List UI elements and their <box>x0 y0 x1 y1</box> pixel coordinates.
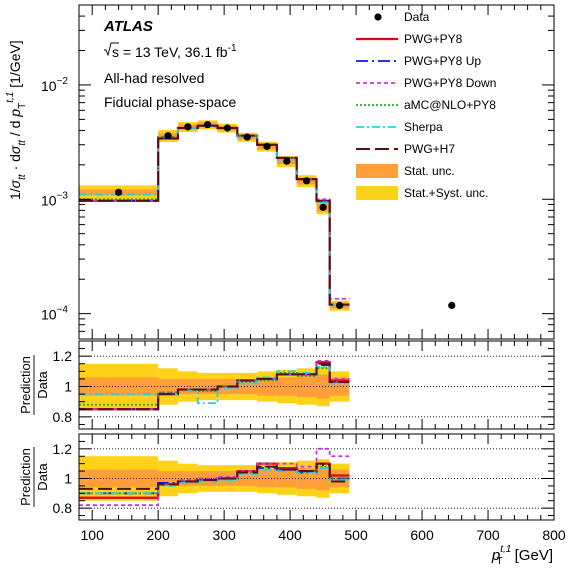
ratio1-uncertainty-bands <box>79 363 350 410</box>
ratio2-reference-lines <box>79 448 554 509</box>
energy-text: = 13 TeV, 36.1 fb <box>119 44 228 60</box>
data-point <box>335 301 344 310</box>
y-tick-label: 1 <box>64 470 72 486</box>
ratio1-line-pwg-h7 <box>79 362 350 411</box>
y-tick-base: 10 <box>41 78 57 94</box>
ratio2-y-ticks: 0.8 1 1.2 <box>53 441 554 516</box>
y-tick-label: 0.8 <box>53 500 73 516</box>
y-tick-label: 10−3 <box>41 190 68 208</box>
legend-label: Sherpa <box>404 120 443 134</box>
legend-label: PWG+H7 <box>404 142 455 156</box>
ratio2-line-pwg-h7 <box>79 462 350 490</box>
data-point <box>204 120 212 129</box>
y-tick-exponent: −4 <box>57 305 69 316</box>
x-tick-label: 200 <box>146 527 170 543</box>
ratio1-y-axis-label: Prediction Data <box>18 355 50 415</box>
ratio2-band-stat-unc <box>257 469 277 488</box>
x-tick-label: 300 <box>212 527 236 543</box>
legend-label: PWG+PY8 Down <box>404 76 496 90</box>
energy-prefix: s <box>112 44 119 60</box>
legend-label: PWG+PY8 Up <box>404 54 481 68</box>
legend-label: PWG+PY8 <box>404 32 463 46</box>
ratio1-reference-lines <box>79 355 554 418</box>
legend-label: Data <box>404 10 430 24</box>
x-tick-label: 500 <box>344 527 368 543</box>
ratio2-x-ticks <box>78 434 555 520</box>
data-point <box>283 157 291 165</box>
energy-lumi-label: s = 13 TeV, 36.1 fb-1 <box>104 42 237 60</box>
y-tick-base: 10 <box>41 307 57 323</box>
ratio-panel-1: 0.8 1 1.2 Prediction Data <box>18 340 555 430</box>
legend-label: Stat. unc. <box>404 164 455 178</box>
ratio2-band-stat-unc <box>316 466 330 491</box>
legend-label: Stat.+Syst. unc. <box>404 186 488 200</box>
y-tick-label: 1.2 <box>53 348 73 364</box>
ratio1-band-stat-unc <box>158 378 178 395</box>
ratio1-x-ticks <box>78 341 555 429</box>
main-panel: 10−410−310−2 ATLAS s = 13 TeV, 36.1 fb-1… <box>5 4 555 340</box>
data-point <box>243 133 251 141</box>
x-tick-label: 700 <box>476 527 500 543</box>
main-y-ticks: 10−410−310−2 <box>41 4 554 340</box>
y-tick-base: 10 <box>41 192 57 208</box>
legend: Data PWG+PY8 PWG+PY8 Up PWG+PY8 Down aMC… <box>356 10 496 200</box>
legend-label: aMC@NLO+PY8 <box>404 98 496 112</box>
legend-box-statsyst <box>356 186 398 200</box>
data-point <box>114 188 123 196</box>
svg-text:Data: Data <box>35 463 50 491</box>
atlas-label: ATLAS <box>103 18 153 35</box>
ratio-panel-2: 0.8 1 1.2 Prediction Data 100 200 300 400 500 6… <box>18 433 566 567</box>
svg-text:Prediction: Prediction <box>18 356 33 414</box>
legend-data-marker <box>374 13 382 21</box>
sqrt-symbol <box>104 42 119 57</box>
data-point <box>448 301 456 310</box>
ratio1-band-stat-unc <box>296 375 317 398</box>
y-tick-label: 1 <box>64 379 72 395</box>
ratio2-prediction-lines <box>79 447 350 507</box>
ratio1-band-stat-unc <box>316 374 330 399</box>
x-tick-label: 800 <box>542 527 566 543</box>
x-axis-label: pt,1 T [GeV] <box>491 544 553 567</box>
y-tick-exponent: −3 <box>57 190 69 201</box>
x-tick-label: 600 <box>410 527 434 543</box>
data-point <box>223 124 232 132</box>
data-point <box>263 142 271 151</box>
legend-box-stat <box>356 164 398 178</box>
y-tick-exponent: −2 <box>57 76 69 87</box>
svg-text:Prediction: Prediction <box>18 448 33 506</box>
x-tick-labels: 100 200 300 400 500 600 700 800 <box>81 527 566 543</box>
data-point <box>164 132 172 140</box>
data-point <box>184 123 192 131</box>
svg-text:Data: Data <box>35 371 50 399</box>
ratio1-band-stat-unc <box>257 377 277 396</box>
y-tick-label: 10−4 <box>41 305 68 323</box>
main-x-ticks <box>78 5 555 339</box>
data-point <box>303 177 311 185</box>
svg-text:s = 13 TeV, 36.1 fb-1: s = 13 TeV, 36.1 fb-1 <box>112 43 237 60</box>
phase-space-label: Fiducial phase-space <box>104 94 237 110</box>
y-tick-label: 0.8 <box>53 409 73 425</box>
lumi-exponent: -1 <box>228 43 237 54</box>
y-tick-label: 10−2 <box>41 76 68 94</box>
main-y-axis-label: 1/σtt · dσtt / d pTt,1 [1/GeV] <box>5 40 28 200</box>
ratio1-y-ticks: 0.8 1 1.2 <box>53 348 554 425</box>
ratio2-y-axis-label: Prediction Data <box>18 447 50 507</box>
data-point <box>319 203 327 211</box>
x-tick-label: 100 <box>81 527 105 543</box>
x-tick-label: 400 <box>278 527 302 543</box>
y-tick-label: 1.2 <box>53 441 73 457</box>
channel-label: All-had resolved <box>104 70 204 86</box>
main-data-points <box>114 120 456 310</box>
ratio1-prediction-lines <box>79 359 350 411</box>
